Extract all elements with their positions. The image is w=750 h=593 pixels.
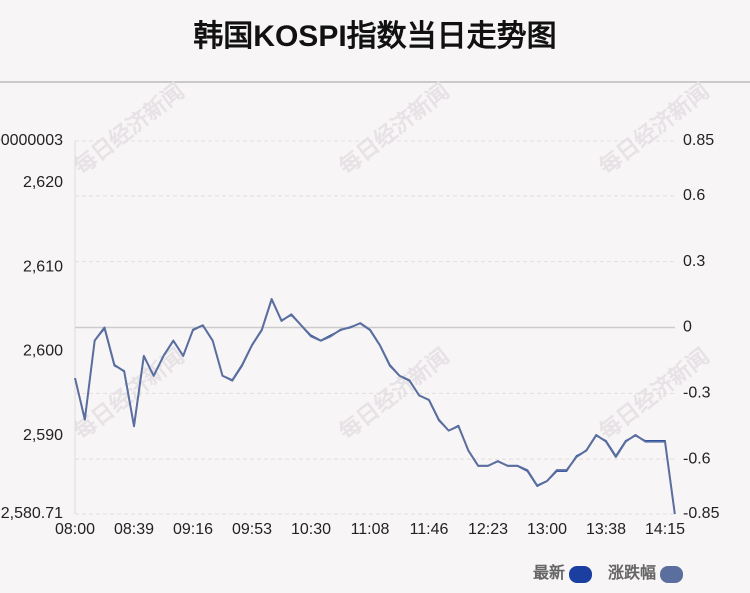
legend-swatch <box>569 566 593 583</box>
y2-tick-label: -0.6 <box>683 450 711 467</box>
legend-label: 涨跌幅 <box>608 563 656 582</box>
x-tick-label: 11:08 <box>351 521 390 538</box>
x-tick-label: 12:23 <box>468 521 508 538</box>
y-tick-label: 2,600 <box>23 343 63 360</box>
chart-title: 韩国KOSPI指数当日走势图 <box>193 20 556 53</box>
legend: 最新 涨跌幅 <box>533 563 684 583</box>
x-tick-label: 13:00 <box>527 521 567 538</box>
y-tick-label: 2,624.9500000003 <box>0 132 63 149</box>
legend-label: 最新 <box>533 563 565 582</box>
y2-tick-label: 0.6 <box>683 187 705 204</box>
x-tick-label: 09:53 <box>232 521 272 538</box>
x-tick-label: 08:00 <box>55 521 95 538</box>
x-tick-label: 11:46 <box>410 521 449 538</box>
x-tick-label: 10:30 <box>291 521 331 538</box>
legend-swatch <box>660 566 684 583</box>
watermark: 每日经济新闻 <box>334 78 454 180</box>
y2-tick-label: 0.85 <box>683 132 714 149</box>
y-tick-label: 2,580.71 <box>1 505 63 522</box>
x-tick-label: 09:16 <box>173 521 213 538</box>
y2-tick-label: -0.85 <box>683 505 720 522</box>
watermark: 每日经济新闻 <box>69 78 189 180</box>
x-tick-label: 14:15 <box>645 521 685 538</box>
watermark: 每日经济新闻 <box>594 78 714 180</box>
y-tick-label: 2,610 <box>23 258 63 275</box>
y2-tick-label: 0.3 <box>683 253 705 270</box>
data-line <box>74 297 676 515</box>
watermark: 每日经济新闻 <box>334 343 454 445</box>
x-tick-label: 13:38 <box>586 521 626 538</box>
y2-tick-label: -0.3 <box>683 385 711 402</box>
y-tick-label: 2,620 <box>23 174 63 191</box>
y-tick-label: 2,590 <box>23 427 63 444</box>
y2-tick-label: 0 <box>683 319 692 336</box>
x-tick-label: 08:39 <box>114 521 154 538</box>
